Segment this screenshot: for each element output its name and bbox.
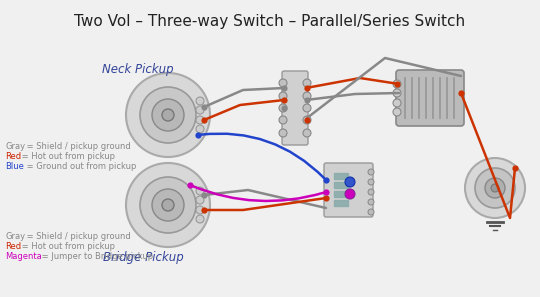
Bar xyxy=(334,200,348,206)
Text: = Hot out from pickup: = Hot out from pickup xyxy=(19,152,116,161)
Bar xyxy=(334,173,348,179)
Circle shape xyxy=(345,177,355,187)
Circle shape xyxy=(196,106,204,114)
FancyBboxPatch shape xyxy=(282,71,308,145)
Bar xyxy=(334,182,348,188)
Circle shape xyxy=(393,80,401,88)
Circle shape xyxy=(279,104,287,112)
Circle shape xyxy=(475,168,515,208)
Text: Red: Red xyxy=(5,242,21,251)
FancyBboxPatch shape xyxy=(396,70,464,126)
Circle shape xyxy=(140,87,196,143)
Circle shape xyxy=(140,177,196,233)
Circle shape xyxy=(368,169,374,175)
Circle shape xyxy=(368,209,374,215)
Circle shape xyxy=(126,163,210,247)
Circle shape xyxy=(491,184,499,192)
Circle shape xyxy=(196,116,204,124)
Circle shape xyxy=(393,99,401,107)
Text: = Jumper to Bridge pickup: = Jumper to Bridge pickup xyxy=(38,252,153,261)
Circle shape xyxy=(279,92,287,100)
Circle shape xyxy=(162,199,174,211)
Bar xyxy=(334,191,348,197)
Circle shape xyxy=(393,108,401,116)
Text: Gray: Gray xyxy=(5,232,25,241)
Circle shape xyxy=(485,178,505,198)
Circle shape xyxy=(303,79,311,87)
Circle shape xyxy=(196,187,204,195)
Circle shape xyxy=(196,97,204,105)
Circle shape xyxy=(162,109,174,121)
FancyBboxPatch shape xyxy=(324,163,373,217)
Text: = Ground out from pickup: = Ground out from pickup xyxy=(24,162,137,171)
Text: Magenta: Magenta xyxy=(5,252,42,261)
Text: Bridge Pickup: Bridge Pickup xyxy=(103,251,184,264)
Text: = Hot out from pickup: = Hot out from pickup xyxy=(19,242,116,251)
Circle shape xyxy=(368,199,374,205)
Circle shape xyxy=(393,89,401,97)
Circle shape xyxy=(368,189,374,195)
Circle shape xyxy=(126,73,210,157)
Circle shape xyxy=(152,189,184,221)
Circle shape xyxy=(279,79,287,87)
Circle shape xyxy=(303,129,311,137)
Circle shape xyxy=(345,189,355,199)
Circle shape xyxy=(152,99,184,131)
Text: Gray: Gray xyxy=(5,142,25,151)
Circle shape xyxy=(465,158,525,218)
Circle shape xyxy=(196,196,204,204)
Text: Two Vol – Three-way Switch – Parallel/Series Switch: Two Vol – Three-way Switch – Parallel/Se… xyxy=(75,14,465,29)
Text: = Shield / pickup ground: = Shield / pickup ground xyxy=(24,232,131,241)
Circle shape xyxy=(196,125,204,133)
Circle shape xyxy=(303,92,311,100)
Text: = Shield / pickup ground: = Shield / pickup ground xyxy=(24,142,131,151)
Circle shape xyxy=(368,179,374,185)
Text: Blue: Blue xyxy=(5,162,24,171)
Circle shape xyxy=(279,116,287,124)
Circle shape xyxy=(196,206,204,214)
Text: Neck Pickup: Neck Pickup xyxy=(102,63,174,76)
Circle shape xyxy=(279,129,287,137)
Circle shape xyxy=(303,104,311,112)
Circle shape xyxy=(196,215,204,223)
Text: Red: Red xyxy=(5,152,21,161)
Circle shape xyxy=(303,116,311,124)
